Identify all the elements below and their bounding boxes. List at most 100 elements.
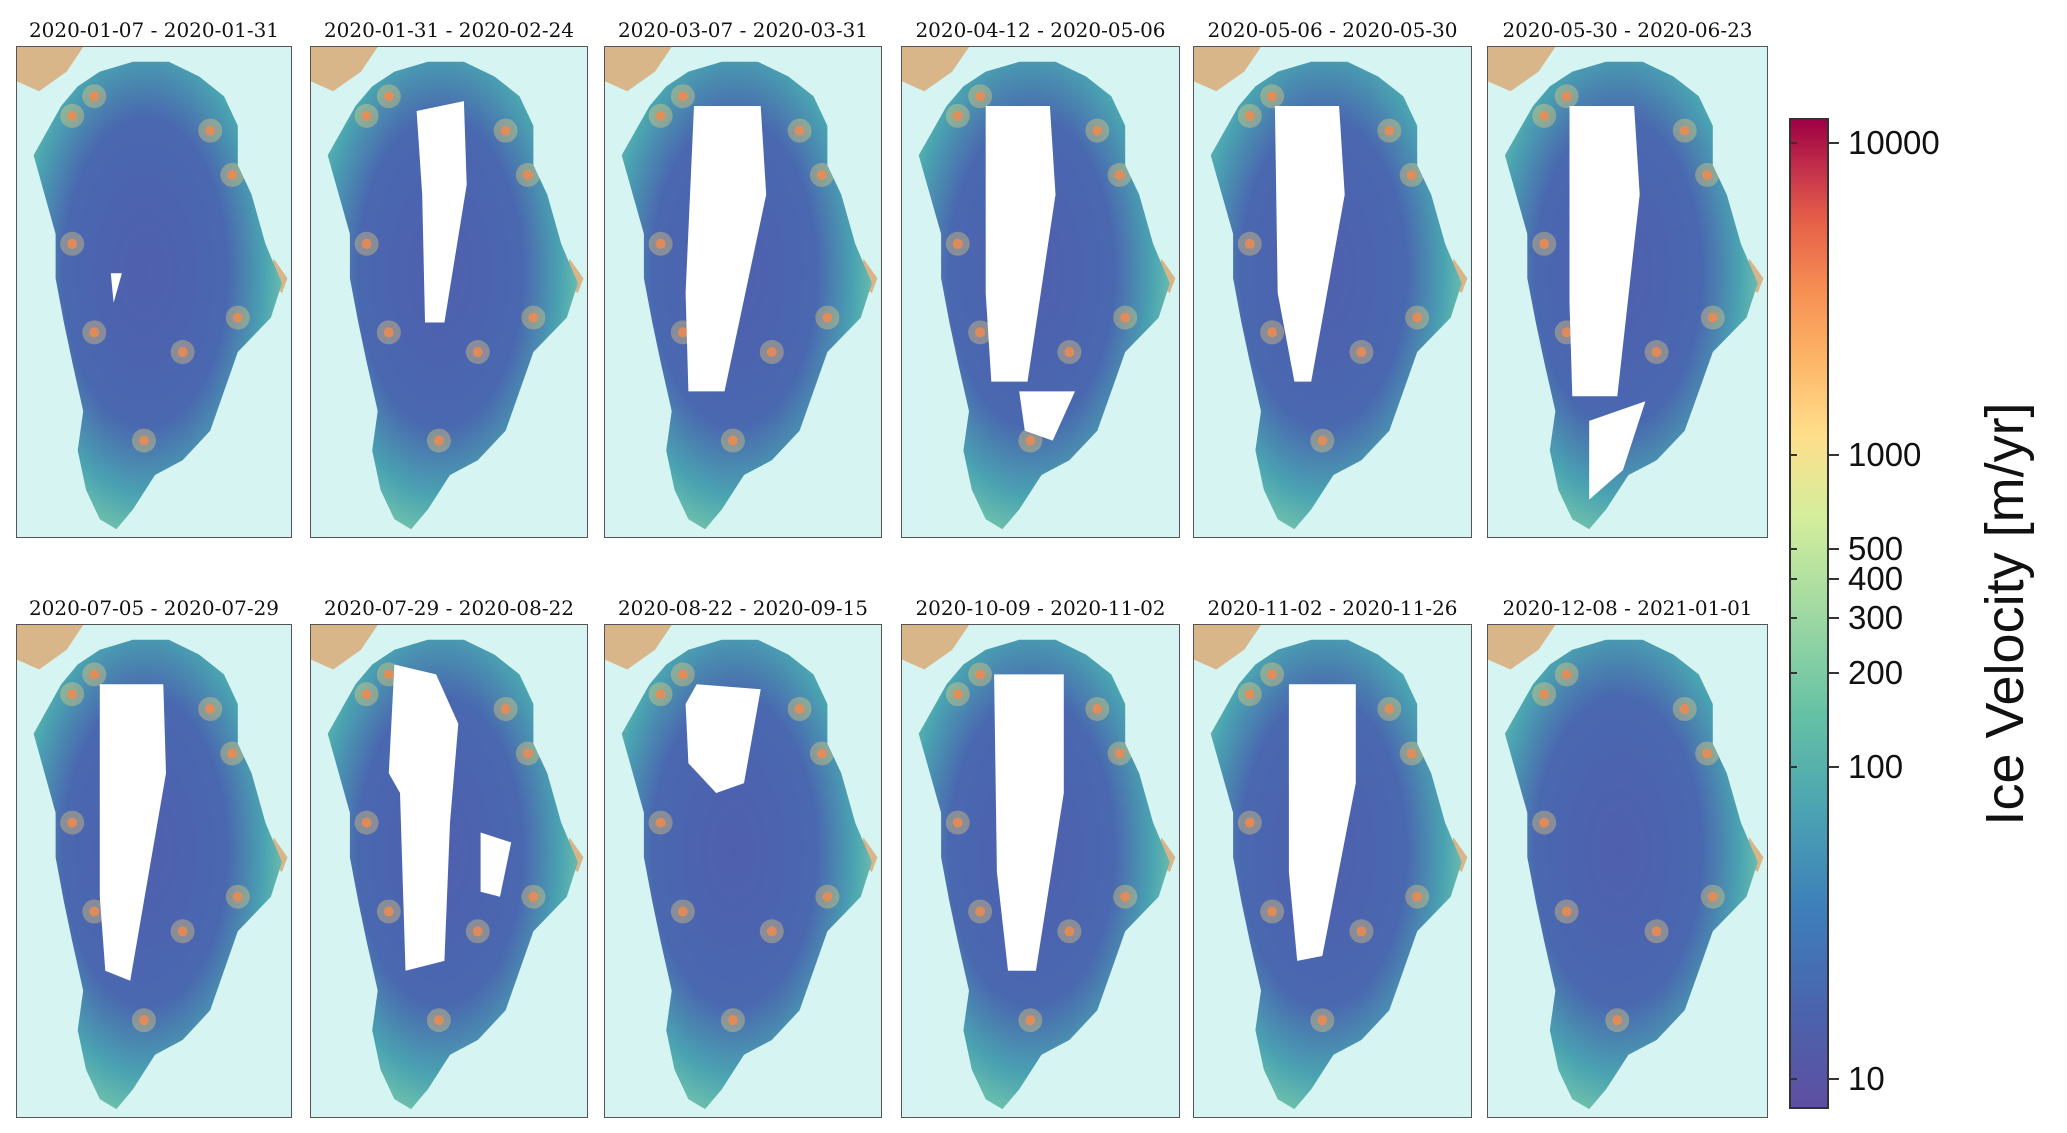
outlet-glacier-halo xyxy=(515,162,540,187)
outlet-glacier-hotspot xyxy=(1561,327,1572,338)
outlet-glacier-hotspot xyxy=(361,238,372,249)
outlet-glacier-hotspot xyxy=(1267,91,1278,102)
outlet-glacier-hotspot xyxy=(952,110,963,121)
outlet-glacier-hotspot xyxy=(1092,703,1103,714)
outlet-glacier-hotspot xyxy=(1025,1015,1036,1026)
no-data-gap xyxy=(994,674,1064,971)
outlet-glacier-halo xyxy=(787,696,812,721)
outlet-glaciers xyxy=(1532,84,1725,500)
colorbar-tick-mark xyxy=(1789,616,1797,619)
outlet-glacier-halo xyxy=(968,899,993,924)
land-ellesmere xyxy=(902,625,969,670)
outlet-glacier-halo xyxy=(515,741,540,766)
outlet-glacier-halo xyxy=(354,103,379,128)
outlet-glacier-halo xyxy=(82,899,107,924)
outlet-glacier-hotspot xyxy=(1539,110,1550,121)
greenland-velocity-map xyxy=(902,47,1176,530)
no-data-gap xyxy=(685,684,761,793)
outlet-glacier-hotspot xyxy=(1702,169,1713,180)
outlet-glacier-hotspot xyxy=(1244,817,1255,828)
outlet-glacier-halo xyxy=(1260,320,1285,345)
outlet-glacier-hotspot xyxy=(433,435,444,446)
outlet-glacier-halo xyxy=(220,162,245,187)
outlet-glacier-hotspot xyxy=(1651,347,1662,358)
outlet-glacier-halo xyxy=(1399,741,1424,766)
no-data-gap xyxy=(388,664,459,971)
outlet-glacier-hotspot xyxy=(1406,748,1417,759)
outlet-glacier-halo xyxy=(131,428,156,453)
outlet-glacier-halo xyxy=(648,103,673,128)
outlet-glacier-halo xyxy=(354,682,379,707)
ice-sheet-velocity xyxy=(621,61,872,530)
panel-date-range-title: 2020-01-31 - 2020-02-24 xyxy=(323,18,575,42)
outlet-glacier-hotspot xyxy=(205,125,216,136)
outlet-glacier-hotspot xyxy=(89,327,100,338)
velocity-map-frame xyxy=(901,624,1180,1118)
outlet-glacier-halo xyxy=(170,340,195,365)
greenland-velocity-map xyxy=(311,47,584,530)
no-data-gap xyxy=(1274,106,1345,382)
outlet-glacier-hotspot xyxy=(655,238,666,249)
velocity-map-frame xyxy=(16,624,292,1118)
outlet-glacier-halo xyxy=(809,162,834,187)
panel-date-range-title: 2020-11-02 - 2020-11-26 xyxy=(1207,596,1458,620)
outlet-glacier-halo xyxy=(198,696,223,721)
outlet-glacier-hotspot xyxy=(232,312,243,323)
outlet-glacier-hotspot xyxy=(1707,312,1718,323)
land-ellesmere xyxy=(902,47,969,92)
outlet-glacier-halo xyxy=(1605,1008,1630,1033)
outlet-glacier-hotspot xyxy=(1561,669,1572,680)
land-ellesmere xyxy=(1194,625,1261,670)
outlet-glacier-halo xyxy=(1644,340,1669,365)
velocity-map-frame xyxy=(1487,624,1768,1118)
outlet-glacier-halo xyxy=(60,231,85,256)
outlet-glacier-halo xyxy=(1554,662,1579,687)
outlet-glacier-hotspot xyxy=(1267,906,1278,917)
outlet-glacier-halo xyxy=(493,118,518,143)
outlet-glacier-halo xyxy=(1695,162,1720,187)
outlet-glacier-hotspot xyxy=(655,689,666,700)
outlet-glacier-hotspot xyxy=(138,435,149,446)
no-data-gap xyxy=(685,106,767,392)
outlet-glacier-hotspot xyxy=(1406,169,1417,180)
outlet-glacier-hotspot xyxy=(1267,327,1278,338)
outlet-glacier-halo xyxy=(1405,884,1430,909)
outlet-glacier-hotspot xyxy=(1064,926,1075,937)
outlet-glacier-hotspot xyxy=(952,689,963,700)
panel-date-range-title: 2020-05-06 - 2020-05-30 xyxy=(1207,18,1458,42)
velocity-map-frame xyxy=(901,46,1180,538)
outlet-glacier-halo xyxy=(759,340,784,365)
map-panel-grid: 2020-01-07 - 2020-01-31 2020-01-31 - 2020… xyxy=(16,18,1768,1118)
outlet-glacier-hotspot xyxy=(1561,906,1572,917)
map-panel: 2020-01-31 - 2020-02-24 xyxy=(310,18,588,538)
outlet-glaciers xyxy=(60,84,250,453)
panel-date-range-title: 2020-03-07 - 2020-03-31 xyxy=(617,18,869,42)
ice-sheet-velocity xyxy=(1504,639,1758,1110)
greenland-velocity-map xyxy=(605,625,878,1110)
outlet-glacier-halo xyxy=(945,682,970,707)
panel-date-range-title: 2020-12-08 - 2021-01-01 xyxy=(1502,596,1753,620)
land-ellesmere xyxy=(311,47,378,92)
velocity-map-frame xyxy=(604,624,882,1118)
outlet-glacier-halo xyxy=(60,810,85,835)
outlet-glacier-hotspot xyxy=(361,817,372,828)
outlet-glacier-hotspot xyxy=(177,347,188,358)
outlet-glacier-hotspot xyxy=(975,327,986,338)
outlet-glacier-hotspot xyxy=(383,327,394,338)
colorbar-tick-mark xyxy=(1789,671,1797,674)
outlet-glacier-halo xyxy=(759,919,784,944)
colorbar-tick-mark xyxy=(1789,1077,1797,1080)
no-data-gap xyxy=(480,832,512,897)
outlet-glacier-hotspot xyxy=(433,1015,444,1026)
no-data-gap xyxy=(1589,401,1646,500)
outlet-glacier-halo xyxy=(670,662,695,687)
ice-sheet-velocity xyxy=(1504,61,1758,530)
outlet-glacier-hotspot xyxy=(227,748,238,759)
panel-date-range-title: 2020-04-12 - 2020-05-06 xyxy=(915,18,1166,42)
outlet-glacier-hotspot xyxy=(816,748,827,759)
outlet-glacier-halo xyxy=(354,231,379,256)
outlet-glacier-hotspot xyxy=(822,312,833,323)
outlet-glacier-halo xyxy=(220,741,245,766)
outlet-glaciers xyxy=(1532,662,1725,1033)
outlet-glacier-halo xyxy=(376,320,401,345)
